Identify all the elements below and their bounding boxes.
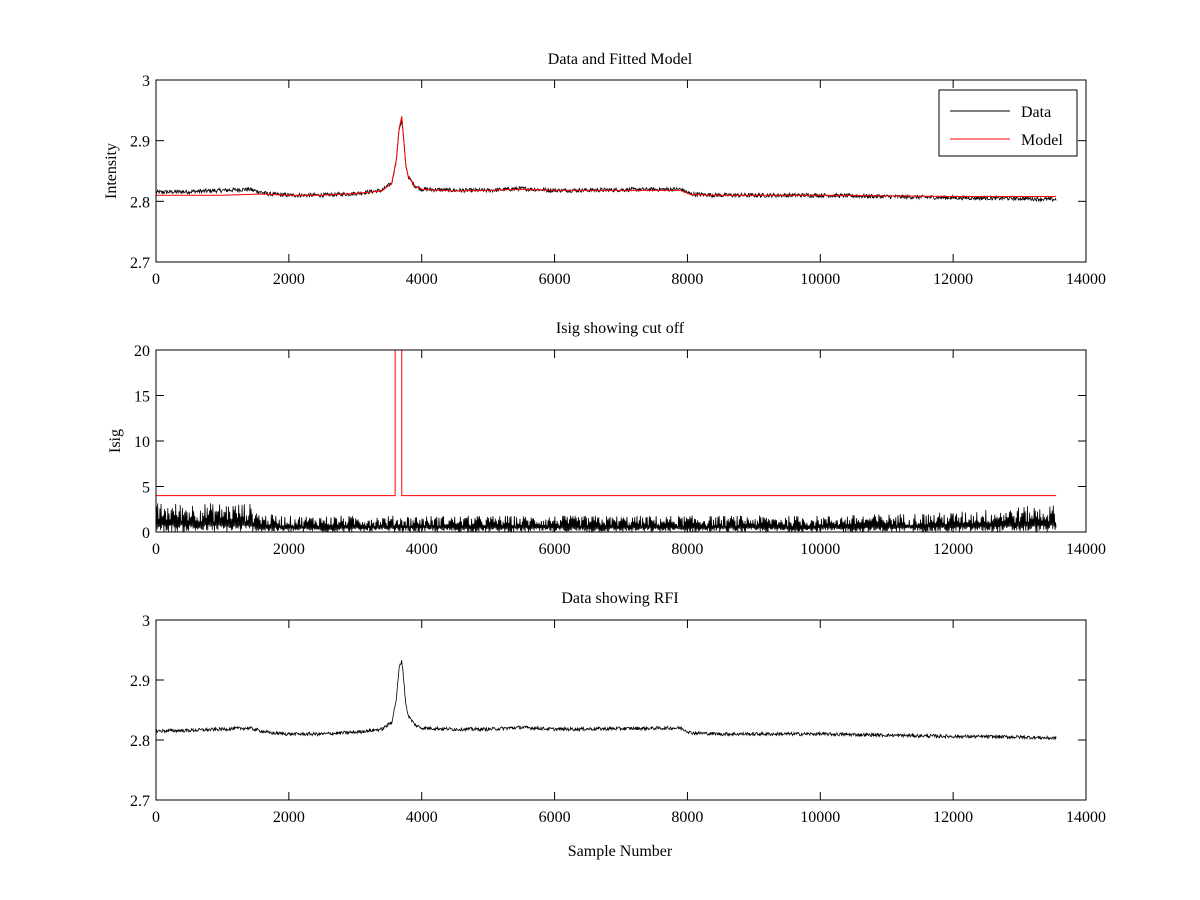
legend-box — [938, 89, 1078, 157]
panel-isig-showing-cut-off: Isig showing cut off Isig 0 2000 4000 6000 8… — [107, 320, 1106, 558]
panel-data-showing-rfi: Data showing RFI Sample Number 0 2000 4000… — [130, 590, 1106, 860]
y-tick-label: 20 — [134, 343, 150, 360]
y-tick-label: 2.8 — [130, 733, 150, 750]
x-tick-label: 2000 — [273, 541, 305, 558]
x-tick-label: 4000 — [406, 541, 438, 558]
y-tick-label: 3 — [142, 613, 150, 630]
legend: Data Model — [938, 89, 1078, 157]
x-tick-label: 0 — [152, 271, 160, 288]
x-tick-label: 4000 — [406, 271, 438, 288]
x-tick-label: 8000 — [671, 541, 703, 558]
y-tick-label: 2.7 — [130, 255, 150, 272]
series-line-data — [156, 660, 1057, 741]
x-tick-label: 14000 — [1066, 809, 1106, 826]
y-tick-label: 3 — [142, 73, 150, 90]
x-tick-label: 12000 — [933, 541, 973, 558]
x-tick-label: 4000 — [406, 809, 438, 826]
x-tick-label: 0 — [152, 809, 160, 826]
series-line-cut-off — [156, 350, 1057, 497]
x-tick-label: 8000 — [671, 271, 703, 288]
series-line-model — [156, 116, 1057, 197]
y-tick-label: 15 — [134, 389, 150, 406]
x-tick-label: 12000 — [933, 271, 973, 288]
y-axis-label: Intensity — [103, 143, 120, 199]
series-line-data — [156, 119, 1057, 203]
y-tick-label: 0 — [142, 525, 150, 542]
x-tick-label: 2000 — [273, 809, 305, 826]
x-axis-label: Sample Number — [568, 843, 673, 860]
x-tick-label: 6000 — [539, 271, 571, 288]
panel-data-and-fitted-model: Data and Fitted Model Intensity 0 2000 400… — [103, 51, 1106, 288]
y-tick-label: 5 — [142, 480, 150, 497]
legend-label: Model — [1021, 132, 1063, 149]
plot-frame — [155, 349, 1087, 533]
x-tick-label: 12000 — [933, 809, 973, 826]
plot-frame — [155, 79, 1087, 263]
x-tick-label: 10000 — [800, 541, 840, 558]
legend-label: Data — [1021, 104, 1051, 121]
x-tick-label: 14000 — [1066, 541, 1106, 558]
chart-title: Isig showing cut off — [556, 320, 685, 337]
plot-frame — [155, 619, 1087, 801]
series-line-isig — [156, 503, 1057, 532]
y-tick-label: 2.9 — [130, 134, 150, 151]
y-tick-label: 2.8 — [130, 194, 150, 211]
y-tick-label: 10 — [134, 434, 150, 451]
x-tick-label: 10000 — [800, 271, 840, 288]
chart-title: Data showing RFI — [561, 590, 678, 607]
x-tick-label: 10000 — [800, 809, 840, 826]
y-tick-label: 2.7 — [130, 793, 150, 810]
y-tick-label: 2.9 — [130, 673, 150, 690]
x-tick-label: 6000 — [539, 541, 571, 558]
x-tick-label: 0 — [152, 541, 160, 558]
chart-title: Data and Fitted Model — [548, 51, 693, 68]
x-tick-label: 8000 — [671, 809, 703, 826]
x-tick-label: 2000 — [273, 271, 305, 288]
x-tick-label: 6000 — [539, 809, 571, 826]
y-axis-label: Isig — [107, 429, 124, 453]
x-tick-label: 14000 — [1066, 271, 1106, 288]
